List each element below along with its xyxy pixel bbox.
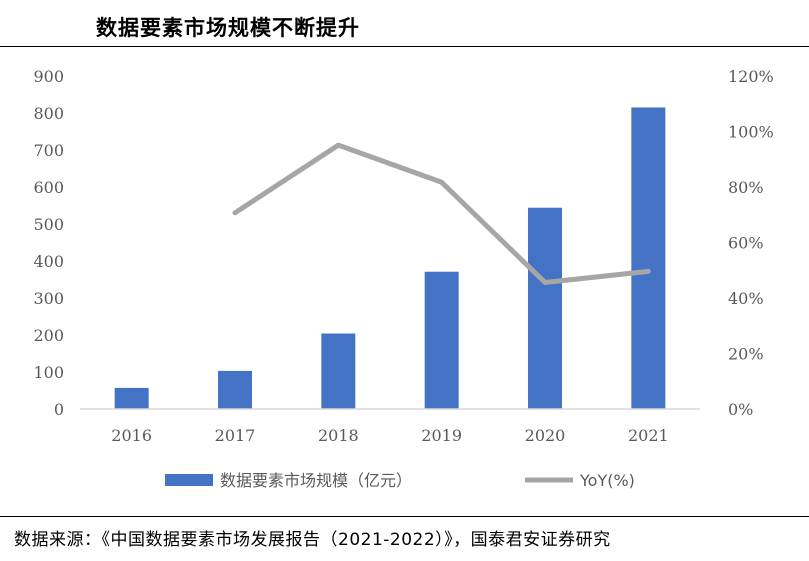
bar-2018: [321, 333, 356, 409]
top-divider: [0, 46, 809, 47]
bottom-divider: [0, 516, 809, 517]
bar-2021: [631, 107, 666, 409]
left-tick-label: 400: [33, 252, 64, 271]
legend-bar-label: 数据要素市场规模（亿元）: [220, 471, 412, 490]
right-tick-label: 60%: [728, 234, 764, 253]
bar-2017: [218, 370, 252, 409]
chart-title: 数据要素市场规模不断提升: [96, 16, 360, 40]
yoy-line: [232, 142, 651, 285]
left-tick-label: 900: [33, 67, 64, 86]
left-tick-label: 0: [54, 400, 64, 419]
left-tick-label: 200: [33, 326, 64, 345]
left-tick-label: 800: [33, 104, 64, 123]
bar-2016: [114, 387, 149, 409]
x-tick-label: 2017: [215, 426, 256, 445]
legend-line-label: YoY(%): [579, 471, 635, 490]
bar-2019: [424, 271, 459, 409]
right-tick-label: 20%: [728, 345, 764, 364]
left-tick-label: 300: [33, 289, 64, 308]
left-axis-ticks: 0 100 200 300 400 500 600 700 800 900: [33, 67, 64, 419]
right-tick-label: 0%: [728, 400, 753, 419]
right-tick-label: 40%: [728, 289, 764, 308]
right-tick-label: 100%: [728, 123, 774, 142]
left-tick-label: 600: [33, 178, 64, 197]
x-tick-label: 2016: [111, 426, 152, 445]
x-axis-ticks: 2016 2017 2018 2019 2020 2021: [111, 426, 668, 445]
right-tick-label: 120%: [728, 67, 774, 86]
chart-canvas: 0 100 200 300 400 500 600 700 800 900 0% 20% 40% 60%…: [33, 67, 774, 490]
left-tick-label: 100: [33, 363, 64, 382]
x-tick-label: 2018: [318, 426, 359, 445]
right-tick-label: 80%: [728, 178, 764, 197]
legend-bar-swatch: [165, 474, 213, 486]
x-tick-label: 2020: [525, 426, 566, 445]
x-tick-label: 2021: [628, 426, 669, 445]
left-tick-label: 500: [33, 215, 64, 234]
bar-2020: [528, 207, 562, 409]
bars-layer: [114, 107, 666, 409]
legend: 数据要素市场规模（亿元） YoY(%): [165, 471, 635, 490]
source-note: 数据来源：《中国数据要素市场发展报告（2021-2022）》，国泰君安证券研究: [14, 530, 611, 550]
right-axis-ticks: 0% 20% 40% 60% 80% 100% 120%: [728, 67, 774, 419]
x-tick-label: 2019: [421, 426, 462, 445]
left-tick-label: 700: [33, 141, 64, 160]
